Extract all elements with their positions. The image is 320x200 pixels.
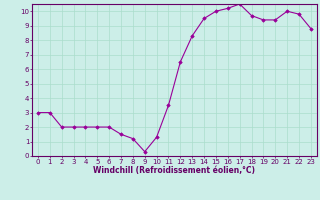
X-axis label: Windchill (Refroidissement éolien,°C): Windchill (Refroidissement éolien,°C) [93, 166, 255, 175]
